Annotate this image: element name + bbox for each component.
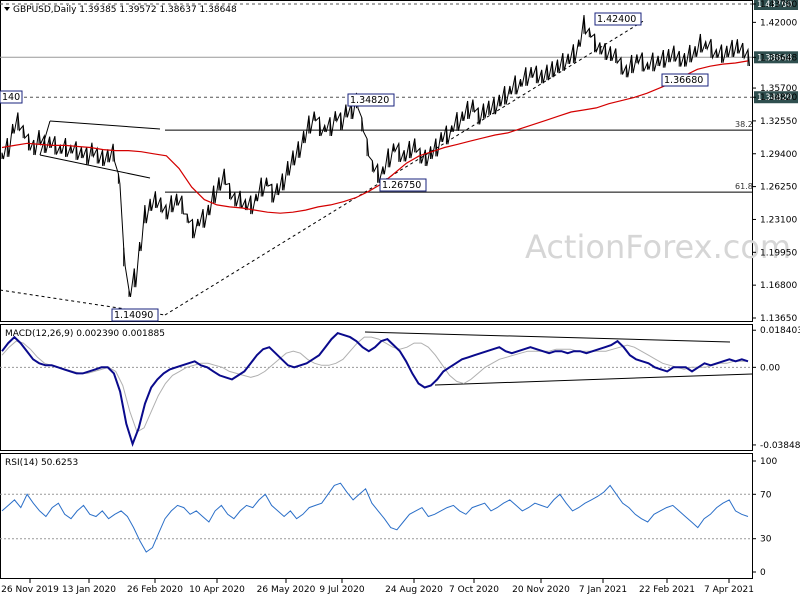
price-header: GBPUSD,Daily 1.39385 1.39572 1.38637 1.3… (13, 5, 237, 15)
y-tick-label: 1.26250 (760, 183, 797, 193)
x-tick-label: 26 Feb 2020 (127, 585, 183, 595)
panel-frames (0, 0, 753, 579)
price-callout-label: 1.34820 (350, 95, 389, 106)
y-tick-label: 1.19950 (760, 248, 797, 258)
rsi-header: RSI(14) 50.6253 (5, 458, 78, 468)
price-tag-box (754, 51, 798, 64)
rsi-y-tick-label: 70 (760, 490, 772, 500)
uptrend-line (164, 19, 646, 316)
rsi-y-tick-label: 100 (760, 457, 777, 467)
price-callout-label: 1.36680 (664, 75, 703, 86)
macd-panel-frame (0, 324, 753, 451)
ema-series (1, 60, 749, 214)
x-tick-label: 24 Aug 2020 (385, 585, 443, 595)
y-tick-label: 1.42000 (760, 18, 797, 28)
rsi-y-tick-label: 30 (760, 535, 772, 545)
price-series (1, 15, 750, 298)
x-tick-label: 10 Apr 2020 (189, 585, 245, 595)
price-callout-box (379, 178, 427, 192)
x-tick-label: 7 Jan 2021 (579, 585, 627, 595)
watermark: ActionForex.com (525, 228, 791, 266)
y-tick-label: 1.29400 (760, 150, 797, 160)
price-callout-label: 1.42400 (597, 14, 636, 25)
macd-y-tick-label: -0.038483 (760, 441, 800, 451)
series-layer (1, 15, 750, 553)
price-callout-label: 1.26750 (382, 180, 421, 191)
y-tick-label: 1.43760 (760, 0, 797, 10)
price-panel-frame (0, 0, 753, 322)
y-tick-label: 1.16800 (760, 281, 797, 291)
x-tick-label: 26 May 2020 (257, 585, 316, 595)
macd-upper-trendline (364, 331, 731, 343)
y-tick-label: 1.35700 (760, 84, 797, 94)
x-tick-label: 22 Feb 2021 (639, 585, 695, 595)
macd-series (1, 331, 749, 448)
price-callout-box (0, 90, 23, 104)
y-tick-label: 1.38648 (760, 53, 797, 63)
y-tick-label: 1.13650 (760, 314, 797, 324)
macd-y-tick-label: 0.00 (760, 363, 780, 373)
price-callout-box (111, 308, 159, 322)
price-callout-box (661, 73, 709, 87)
rsi-y-tick-label: 0 (760, 568, 766, 578)
fib-38-label: 38.2 (735, 120, 753, 129)
header-triangle-icon (4, 7, 10, 11)
price-tag-label: 1.43760 (757, 0, 792, 10)
y-tick-label: 1.32550 (760, 117, 797, 127)
x-tick-label: 13 Jan 2020 (62, 585, 116, 595)
macd-signal-series (1, 336, 748, 433)
x-tick-label: 26 Nov 2019 (1, 585, 59, 595)
grid-layer (0, 3, 752, 540)
channel-top-line (49, 120, 161, 130)
x-tick-label: 7 Oct 2020 (449, 585, 499, 595)
fib-61-label: 61.8 (735, 182, 753, 191)
price-tag-box (754, 91, 798, 104)
price-callout-box (594, 12, 642, 26)
macd-y-tick-label: 0.018403 (760, 326, 800, 336)
rsi-panel-frame (0, 453, 753, 579)
x-tick-label: 9 Jul 2020 (319, 585, 364, 595)
y-tick-label: 1.34820 (760, 93, 797, 103)
channel-left-line (39, 120, 51, 156)
price-callout-box (347, 93, 395, 107)
price-tag-box (754, 0, 798, 10)
price-callout-label: 1.14090 (114, 310, 153, 321)
price-tag-label: 1.34820 (757, 93, 792, 103)
x-tick-label: 7 Apr 2021 (704, 585, 754, 595)
annotation-layer: 1.14090 1.34820 1.26750 1.42400 1.36680 140 38… (0, 0, 798, 322)
y-tick-label: 1.23100 (760, 215, 797, 225)
x-tick-label: 20 Nov 2020 (512, 585, 570, 595)
price-tag-label: 1.38648 (757, 53, 792, 63)
macd-header: MACD(12,26,9) 0.002390 0.001885 (5, 329, 165, 339)
price-callout-label: 140 (2, 92, 20, 103)
rsi-series (1, 482, 749, 553)
macd-lower-trendline (434, 373, 753, 386)
channel-bottom-line (39, 154, 151, 179)
